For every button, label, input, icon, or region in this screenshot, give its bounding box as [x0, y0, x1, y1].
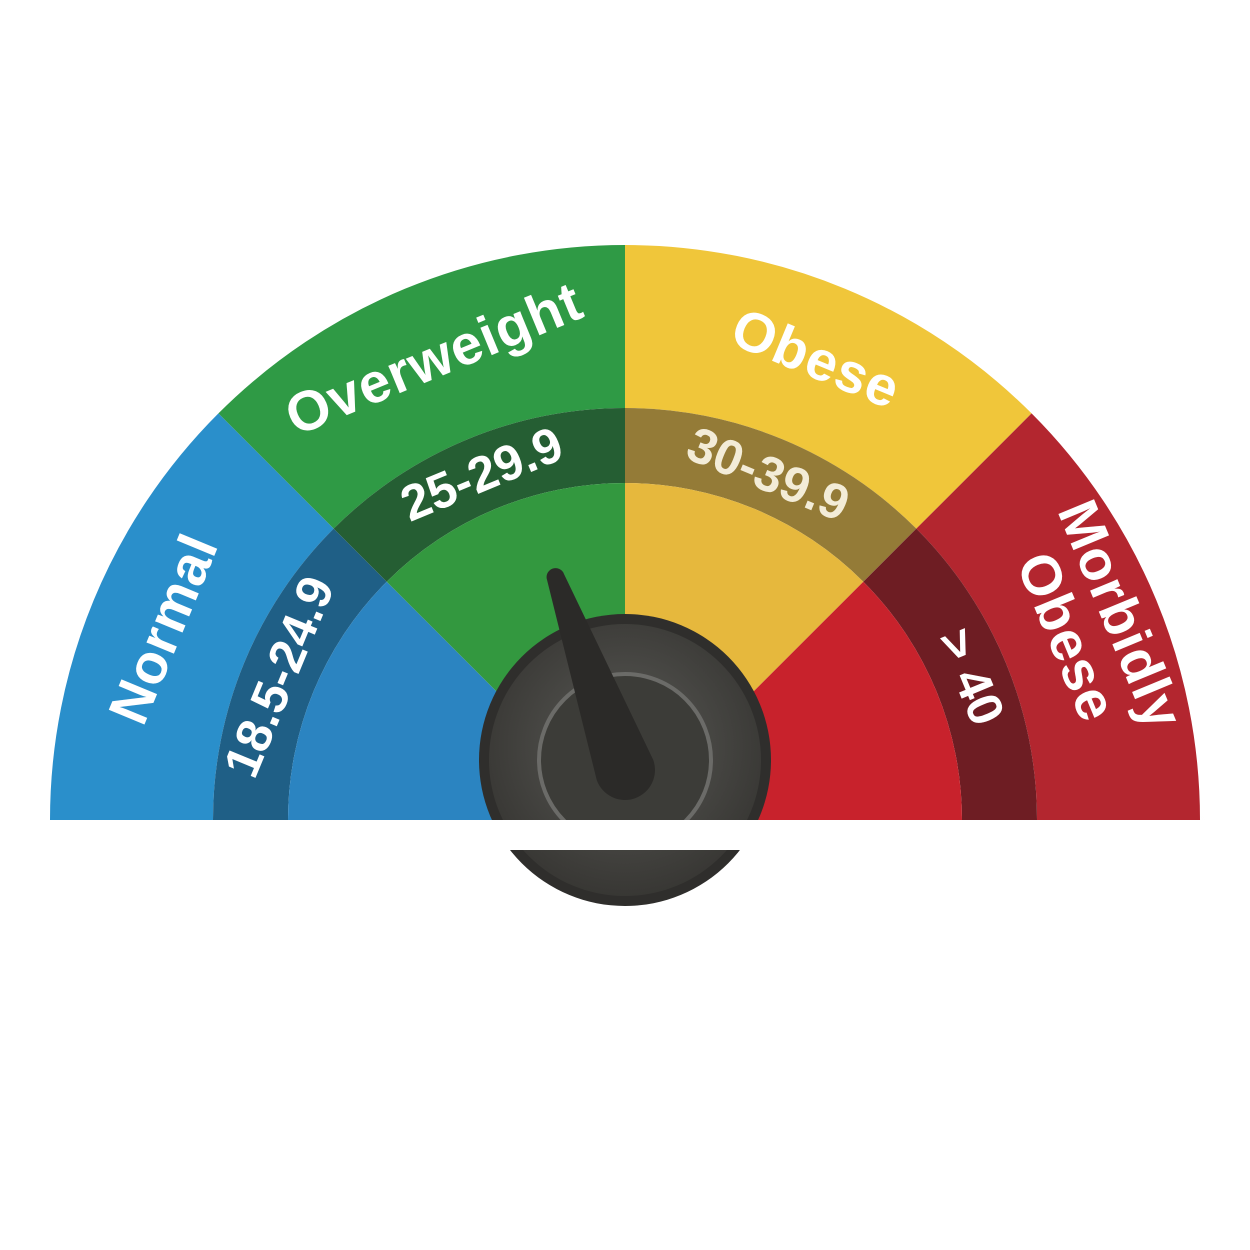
segment-obese-band: [625, 408, 917, 582]
segment-normal-band: [213, 528, 387, 820]
gauge-outer-segments: [50, 245, 1200, 820]
gauge-needle-icon: [546, 568, 655, 800]
segment-overweight-band: [333, 408, 625, 582]
needle-shape: [546, 568, 655, 800]
segment-overweight-outer: [218, 245, 625, 529]
gauge-base-mask: [40, 820, 1220, 850]
segment-obese-outer: [625, 245, 1032, 529]
segment-normal-outer: [50, 413, 334, 820]
segment-morbidly-obese-outer: [916, 413, 1200, 820]
gauge-range-band: [213, 408, 1037, 820]
segment-morbidly-obese-band: [863, 528, 1037, 820]
